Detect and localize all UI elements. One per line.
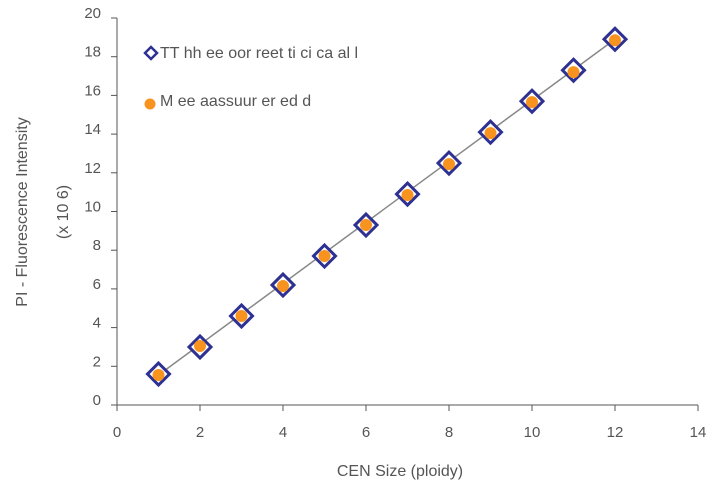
x-tick-label: 6 (362, 424, 370, 441)
x-ticks: 0 2 4 6 8 10 12 14 (113, 405, 707, 441)
x-tick-label: 8 (445, 424, 453, 441)
y-axis-title-unit: (x 10 6) (55, 185, 72, 239)
trendline-group (158, 38, 616, 376)
x-tick-label: 10 (524, 424, 541, 441)
measured-point (194, 339, 206, 352)
measured-point (360, 219, 372, 232)
measured-point (609, 34, 621, 47)
measured-point (526, 96, 538, 109)
y-tick-label: 0 (93, 392, 101, 409)
y-tick-label: 6 (93, 276, 101, 293)
x-axis-title: CEN Size (ploidy) (337, 463, 463, 480)
x-tick-label: 12 (607, 424, 624, 441)
measured-point (401, 189, 414, 202)
measured-point (277, 279, 289, 292)
y-tick-label: 14 (84, 121, 101, 138)
legend-marker-measured (144, 98, 156, 110)
y-tick-label: 16 (84, 82, 101, 99)
x-tick-label: 2 (196, 424, 204, 441)
y-tick-label: 12 (84, 160, 101, 177)
measured-point (484, 127, 497, 140)
y-ticks: 0 2 4 6 8 10 12 14 16 18 20 (84, 5, 117, 409)
measured-point (567, 66, 580, 79)
data-points (145, 26, 629, 388)
x-tick-label: 0 (113, 424, 121, 441)
measured-point (443, 158, 455, 171)
measured-point (318, 250, 331, 263)
y-tick-label: 10 (84, 199, 101, 216)
legend: TT hh ee oor reet ti ci ca al l M ee aas… (143, 45, 358, 110)
y-tick-label: 4 (93, 315, 101, 332)
y-tick-label: 20 (84, 5, 101, 22)
trendline (158, 38, 616, 376)
y-tick-label: 18 (84, 44, 101, 61)
measured-point (235, 309, 248, 322)
measured-point (152, 369, 165, 382)
y-tick-label: 8 (93, 237, 101, 254)
legend-marker-theoretical (143, 45, 159, 61)
x-tick-label: 4 (279, 424, 287, 441)
y-tick-label: 2 (93, 353, 101, 370)
legend-label-measured: M ee aassuur er ed d (160, 93, 311, 110)
y-axis-title: PI - Fluorescence Intensity (14, 117, 31, 306)
legend-label-theoretical: TT hh ee oor reet ti ci ca al l (160, 45, 358, 62)
x-tick-label: 14 (690, 424, 707, 441)
